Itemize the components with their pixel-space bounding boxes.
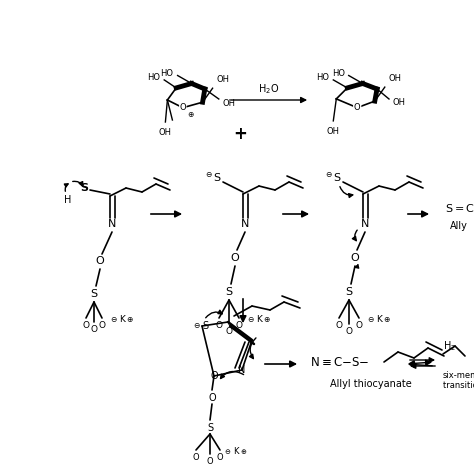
Text: N$\equiv$C$-$S$-$: N$\equiv$C$-$S$-$ <box>310 356 369 368</box>
Text: H$_2$: H$_2$ <box>443 339 456 353</box>
Text: $\oplus$: $\oplus$ <box>126 316 134 325</box>
Text: O: O <box>226 328 233 337</box>
Text: S: S <box>202 321 208 331</box>
Text: S: S <box>226 287 233 297</box>
Text: N: N <box>108 219 116 229</box>
Text: O: O <box>216 321 222 330</box>
Text: O: O <box>210 371 218 381</box>
Text: N: N <box>238 365 246 375</box>
Text: $\ominus$: $\ominus$ <box>110 316 118 325</box>
Text: $\ominus$: $\ominus$ <box>193 321 201 330</box>
Text: H: H <box>64 195 72 205</box>
Text: OH: OH <box>159 128 172 137</box>
Text: O: O <box>82 321 90 330</box>
Text: O: O <box>231 253 239 263</box>
Text: S: S <box>80 183 88 193</box>
Text: six-membered: six-membered <box>443 372 474 381</box>
Text: O: O <box>217 454 223 463</box>
Text: HO: HO <box>332 69 345 78</box>
Text: O: O <box>99 321 106 330</box>
Text: HO: HO <box>316 73 329 82</box>
Text: S: S <box>213 173 220 183</box>
Text: O: O <box>336 321 343 330</box>
Text: S: S <box>91 289 98 299</box>
Text: OH: OH <box>223 99 236 108</box>
Text: $\oplus$: $\oplus$ <box>187 109 194 118</box>
Text: Allyl thiocyanate: Allyl thiocyanate <box>330 379 412 389</box>
Text: O: O <box>236 321 243 330</box>
Text: K: K <box>233 447 239 456</box>
Text: S$=$C: S$=$C <box>445 202 474 214</box>
Text: OH: OH <box>389 74 402 83</box>
Text: +: + <box>233 125 247 143</box>
Text: S: S <box>333 173 340 183</box>
Text: $\ominus$: $\ominus$ <box>247 316 255 325</box>
Text: O: O <box>96 256 104 266</box>
Text: O: O <box>356 321 363 330</box>
Text: K: K <box>119 316 125 325</box>
Text: $\ominus$: $\ominus$ <box>205 170 213 179</box>
Text: $\oplus$: $\oplus$ <box>383 316 391 325</box>
Text: O: O <box>351 253 359 263</box>
Text: O: O <box>346 328 353 337</box>
Text: O: O <box>180 103 186 112</box>
Text: K: K <box>256 316 262 325</box>
Text: O: O <box>208 393 216 403</box>
Text: OH: OH <box>327 127 340 136</box>
Text: $\ominus$: $\ominus$ <box>224 447 232 456</box>
Text: O: O <box>193 454 199 463</box>
Text: N: N <box>361 219 369 229</box>
Text: HO: HO <box>161 69 173 78</box>
Text: O: O <box>354 103 361 112</box>
Text: H$_2$O: H$_2$O <box>258 82 280 96</box>
Text: HO: HO <box>147 73 160 82</box>
Text: $\oplus$: $\oplus$ <box>240 447 247 456</box>
Text: $\oplus$: $\oplus$ <box>263 316 271 325</box>
Text: O: O <box>207 457 213 466</box>
Text: Ally: Ally <box>450 221 468 231</box>
Text: S: S <box>207 423 213 433</box>
Text: OH: OH <box>217 75 229 84</box>
Text: $\ominus$: $\ominus$ <box>367 316 375 325</box>
Text: S: S <box>346 287 353 297</box>
Text: N: N <box>241 219 249 229</box>
Text: $\ominus$: $\ominus$ <box>325 170 333 179</box>
Text: O: O <box>91 326 98 335</box>
Text: transition state: transition state <box>443 382 474 391</box>
Text: K: K <box>376 316 382 325</box>
Text: OH: OH <box>393 98 406 107</box>
